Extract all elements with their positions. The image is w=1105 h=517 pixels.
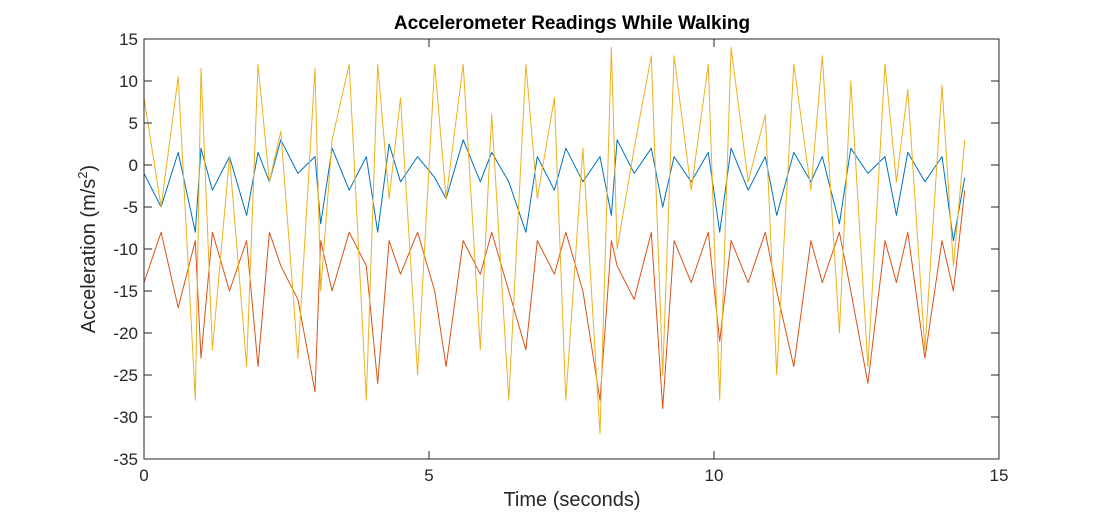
x-tick-label: 0 bbox=[139, 466, 148, 485]
series-line-2 bbox=[143, 190, 966, 410]
chart-title: Accelerometer Readings While Walking bbox=[394, 13, 750, 34]
y-axis-label-main: Acceleration (m/s bbox=[78, 179, 100, 334]
y-tick-label: -25 bbox=[113, 366, 138, 385]
y-tick-label: -5 bbox=[123, 198, 138, 217]
y-tick-label: -35 bbox=[113, 450, 138, 469]
x-axis-label: Time (seconds) bbox=[503, 489, 640, 511]
y-tick-label: 5 bbox=[129, 114, 138, 133]
series-line-1 bbox=[143, 139, 966, 242]
y-ticks: -35 -30 -25 -20 -15 -10 -5 0 5 10 15 bbox=[113, 30, 999, 469]
y-tick-label: 15 bbox=[119, 30, 138, 49]
x-tick-label: 5 bbox=[424, 466, 433, 485]
y-tick-label: -20 bbox=[113, 324, 138, 343]
y-tick-label: 0 bbox=[129, 156, 138, 175]
y-axis-label: Acceleration (m/s2) bbox=[75, 165, 100, 333]
y-axis-label-close: ) bbox=[78, 165, 100, 172]
plot-area bbox=[144, 39, 999, 459]
y-tick-label: -15 bbox=[113, 282, 138, 301]
series-line-3 bbox=[143, 46, 966, 435]
y-tick-label: 10 bbox=[119, 72, 138, 91]
plot-background bbox=[144, 39, 999, 459]
x-tick-label: 10 bbox=[705, 466, 724, 485]
x-ticks: 0 5 10 15 bbox=[139, 39, 1008, 485]
y-tick-label: -30 bbox=[113, 408, 138, 427]
y-tick-label: -10 bbox=[113, 240, 138, 259]
series-layer bbox=[143, 46, 966, 435]
x-tick-label: 15 bbox=[990, 466, 1009, 485]
y-axis-label-superscript: 2 bbox=[75, 171, 90, 178]
